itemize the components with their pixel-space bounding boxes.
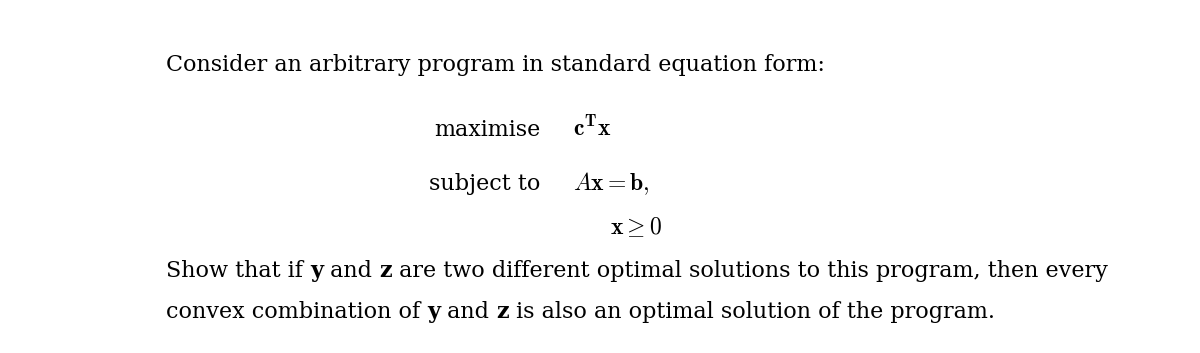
- Text: y: y: [310, 261, 323, 282]
- Text: and: and: [440, 301, 496, 323]
- Text: z: z: [496, 301, 509, 323]
- Text: is also an optimal solution of the program.: is also an optimal solution of the progr…: [509, 301, 995, 323]
- Text: are two different optimal solutions to this program, then every: are two different optimal solutions to t…: [391, 261, 1108, 282]
- Text: $A\mathbf{x} = \mathbf{b},$: $A\mathbf{x} = \mathbf{b},$: [574, 171, 650, 197]
- Text: convex combination of: convex combination of: [166, 301, 427, 323]
- Text: Show that if: Show that if: [166, 261, 310, 282]
- Text: Consider an arbitrary program in standard equation form:: Consider an arbitrary program in standar…: [166, 54, 824, 76]
- Text: $\mathbf{x} \geq 0$: $\mathbf{x} \geq 0$: [611, 215, 662, 239]
- Text: maximise: maximise: [434, 119, 540, 141]
- Text: y: y: [427, 301, 440, 323]
- Text: $\mathbf{c}^{\mathbf{T}}\mathbf{x}$: $\mathbf{c}^{\mathbf{T}}\mathbf{x}$: [574, 116, 612, 141]
- Text: subject to: subject to: [430, 173, 540, 196]
- Text: z: z: [379, 261, 391, 282]
- Text: and: and: [323, 261, 379, 282]
